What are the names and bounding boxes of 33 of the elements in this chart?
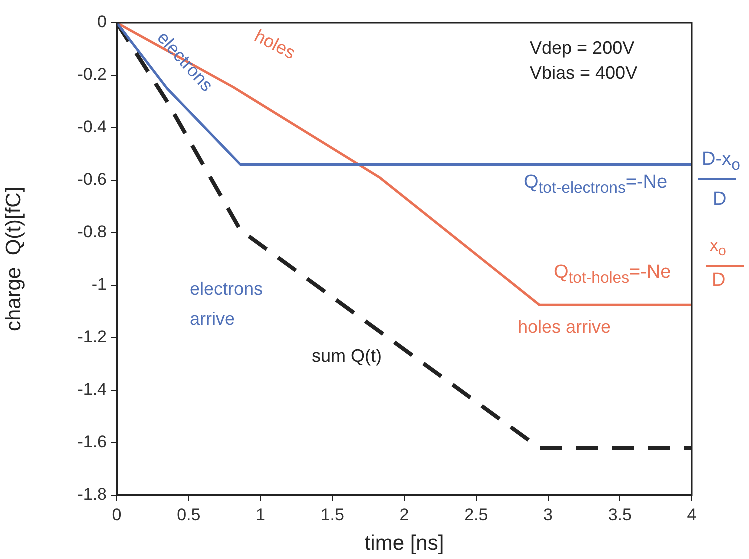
y-tick-label: -0.4 <box>78 118 107 137</box>
annotation: electrons arrive <box>190 274 300 334</box>
y-tick-label: -1 <box>92 275 107 294</box>
y-tick-label: 0 <box>98 12 107 32</box>
y-tick-label: -0.6 <box>78 170 107 190</box>
x-tick-label: 2 <box>400 505 410 524</box>
x-tick-label: 4 <box>687 505 697 524</box>
y-tick-label: -1.4 <box>78 380 107 400</box>
x-tick-label: 3 <box>544 505 553 524</box>
annotation: Q$_{tot-electrons}$=-Ne <box>524 172 668 198</box>
y-tick-label: -1.2 <box>78 328 107 347</box>
x-tick-label: 1.5 <box>320 505 344 524</box>
annotation: Q$_{tot-holes}$=-Ne <box>554 262 672 288</box>
text: D <box>712 270 726 292</box>
annotation: holes arrive <box>518 312 628 342</box>
y-axis-title: charge Q(t)[fC] <box>2 186 26 332</box>
text: x$_{o}$ <box>710 236 726 260</box>
annotation: Vdep = 200V <box>530 38 635 59</box>
x-tick-label: 0.5 <box>177 505 201 524</box>
text: D <box>713 189 727 211</box>
x-tick-label: 1 <box>256 505 266 524</box>
text: holes <box>251 26 299 64</box>
x-tick-label: 3.5 <box>608 505 632 524</box>
y-tick-label: -1.6 <box>78 432 107 452</box>
y-tick-label: -0.2 <box>78 65 107 84</box>
y-tick-label: -0.8 <box>78 222 107 242</box>
y-tick-label: -1.8 <box>78 485 107 504</box>
x-tick-label: 0 <box>112 505 122 524</box>
series-label: sum Q(t) <box>312 346 382 367</box>
x-tick-label: 2.5 <box>464 505 488 524</box>
text: D-x$_{o}$ <box>702 149 740 175</box>
annotation: Vbias = 400V <box>530 63 638 84</box>
x-axis-title: time [ns] <box>364 532 444 556</box>
